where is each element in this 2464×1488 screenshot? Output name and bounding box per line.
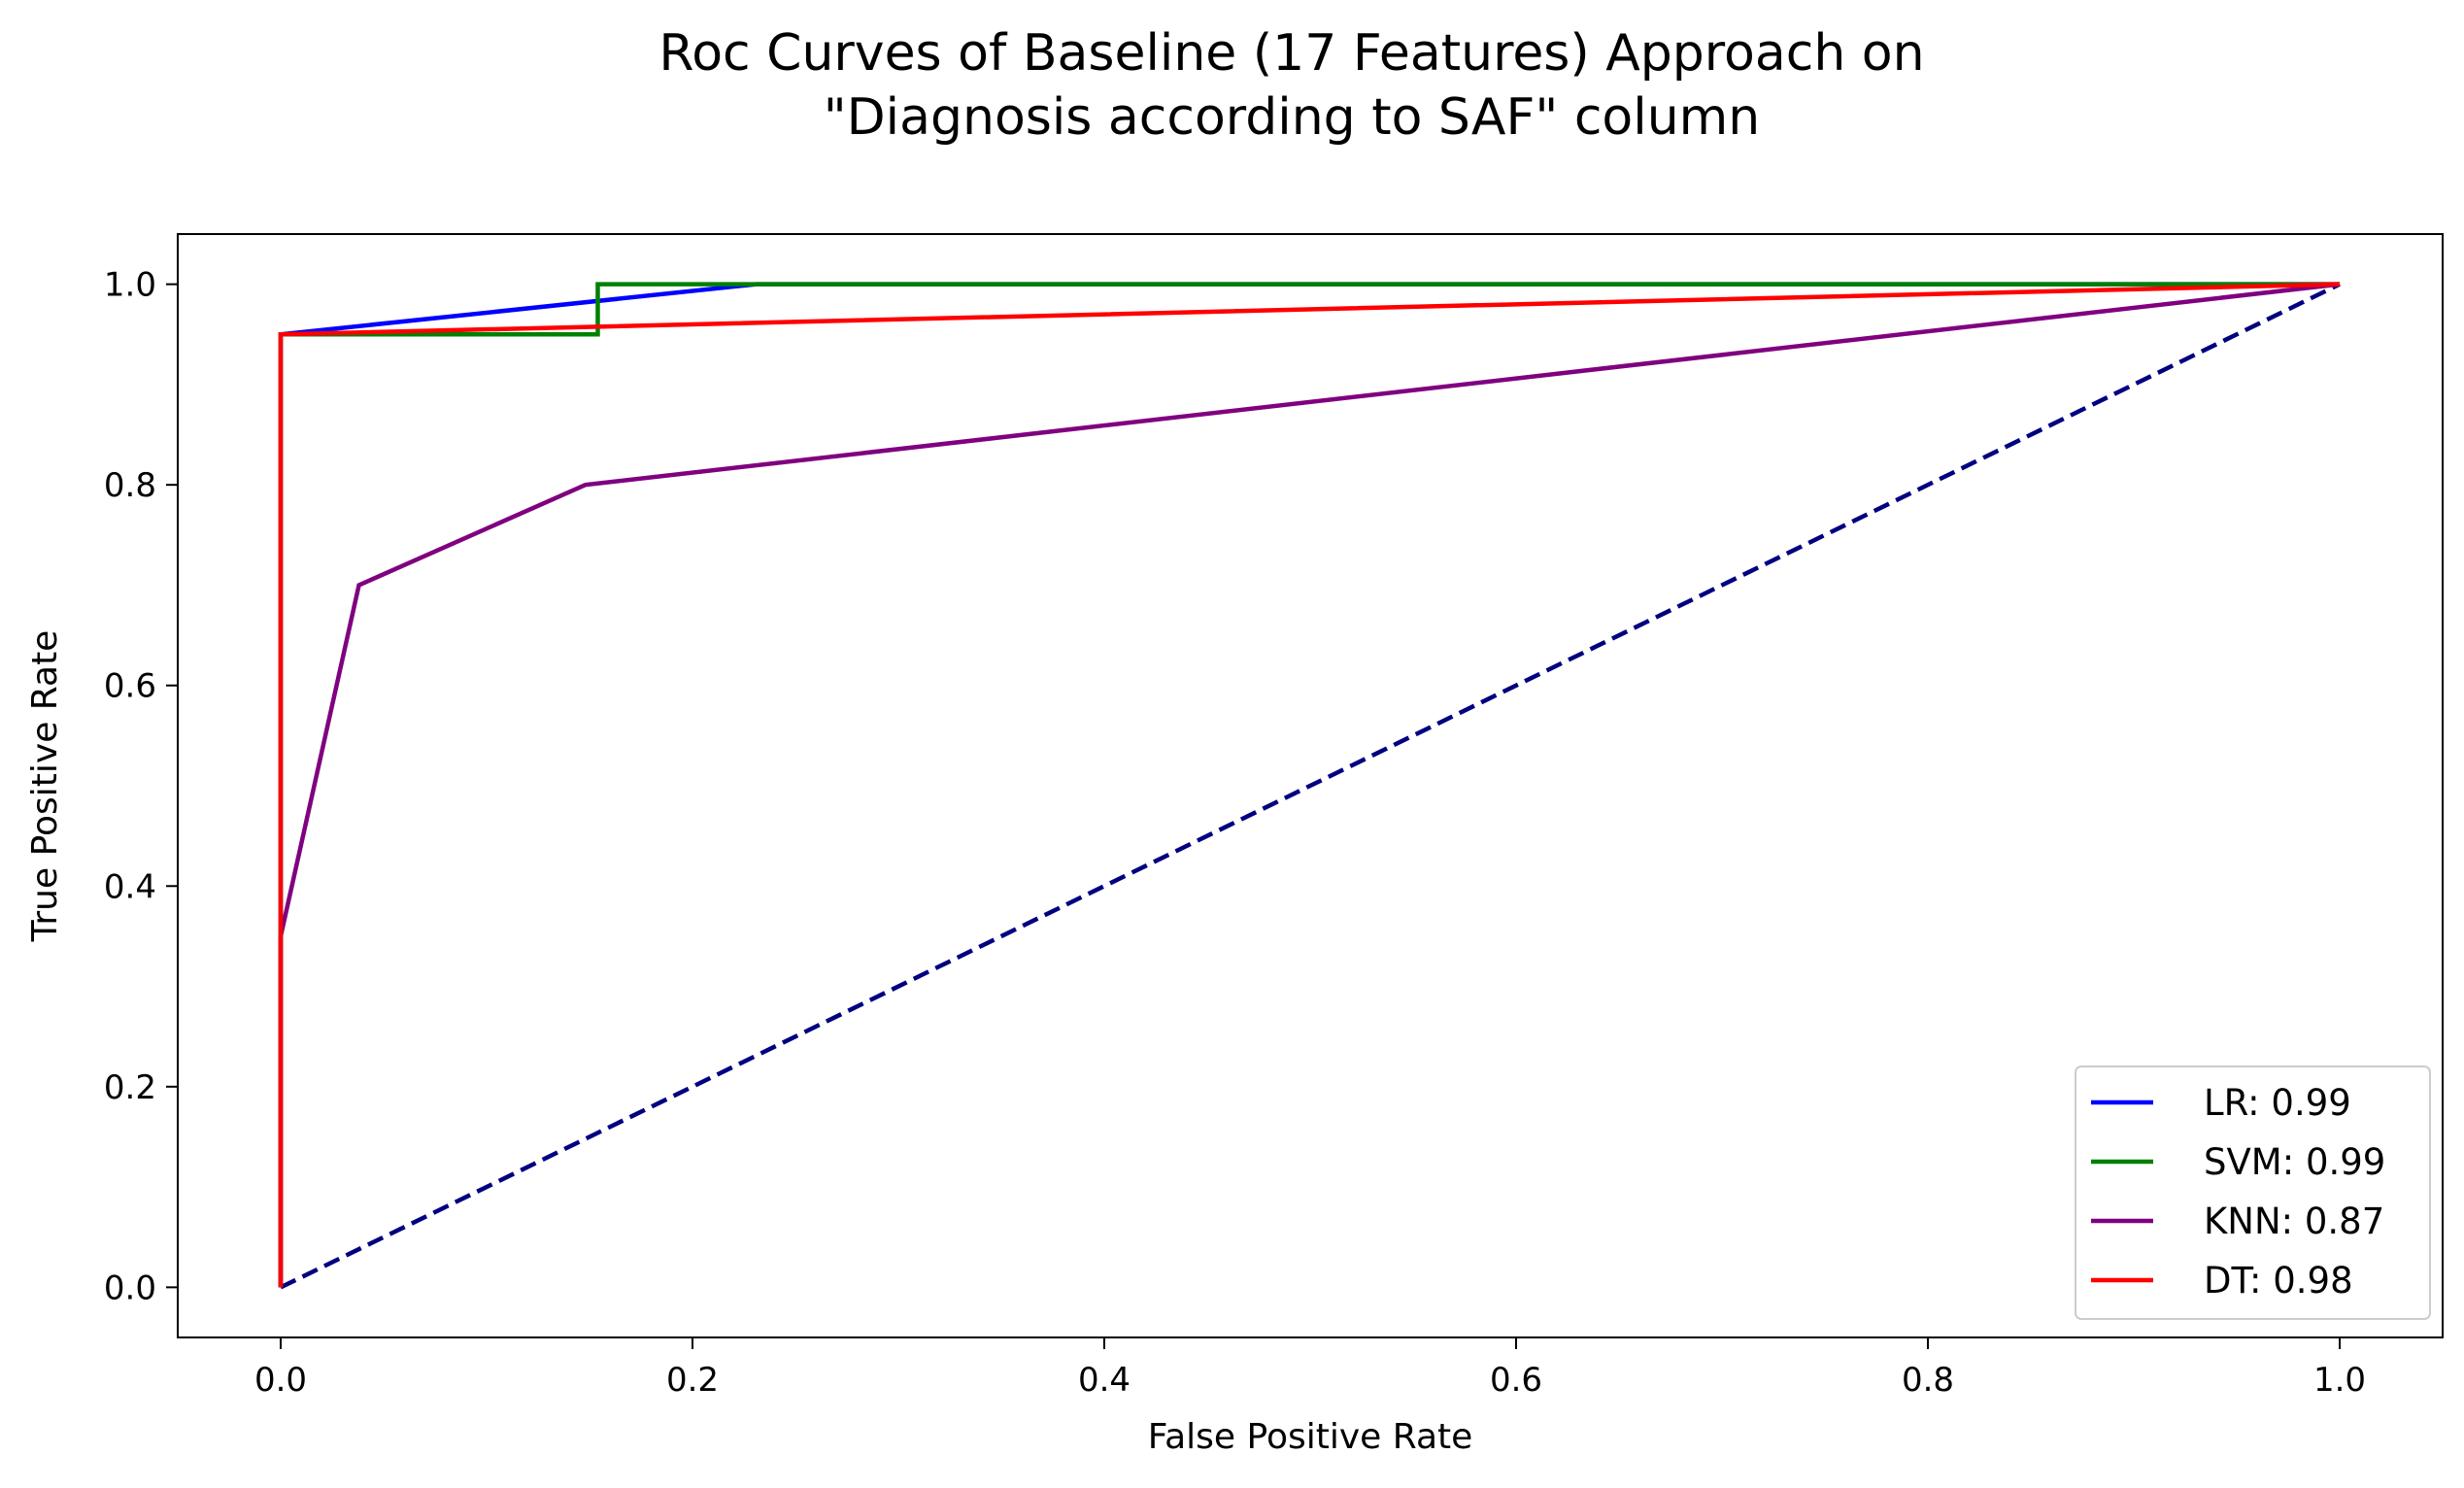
x-axis: 0.0 0.2 0.4 0.6 0.8 1.0: [254, 1337, 2366, 1400]
plot-frame: [177, 233, 2444, 1338]
legend-label-svm: SVM: 0.99: [2204, 1141, 2385, 1183]
chart-subtitle: "Diagnosis according to SAF" column: [824, 88, 1761, 147]
y-axis-label: True Positive Rate: [25, 630, 65, 943]
y-tick-label: 1.0: [104, 266, 156, 305]
x-tick-label: 0.6: [1490, 1361, 1542, 1400]
x-tick-label: 0.4: [1078, 1361, 1131, 1400]
y-tick-label: 0.8: [104, 466, 156, 505]
y-axis: 0.0 0.2 0.4 0.6 0.8 1.0: [104, 266, 178, 1307]
series-line-dt: [278, 282, 2341, 1288]
legend-label-dt: DT: 0.98: [2204, 1260, 2353, 1302]
y-tick-label: 0.4: [104, 867, 156, 906]
x-axis-label: False Positive Rate: [1148, 1417, 1473, 1457]
legend: LR: 0.99 SVM: 0.99 KNN: 0.87 DT: 0.98: [2075, 1065, 2431, 1320]
x-tick-label: 1.0: [2313, 1361, 2366, 1400]
legend-label-lr: LR: 0.99: [2204, 1082, 2351, 1124]
legend-label-knn: KNN: 0.87: [2204, 1201, 2384, 1242]
x-tick-label: 0.0: [254, 1361, 307, 1400]
x-tick-label: 0.8: [1902, 1361, 1954, 1400]
legend-box: [2075, 1065, 2431, 1320]
series-layer: [278, 282, 2341, 1290]
x-tick-label: 0.2: [666, 1361, 719, 1400]
y-tick-label: 0.2: [104, 1068, 156, 1107]
chart-title: Roc Curves of Baseline (17 Features) App…: [658, 24, 1924, 83]
chance-reference-line: [280, 282, 2341, 1290]
y-tick-label: 0.6: [104, 667, 156, 706]
y-tick-label: 0.0: [104, 1268, 156, 1307]
